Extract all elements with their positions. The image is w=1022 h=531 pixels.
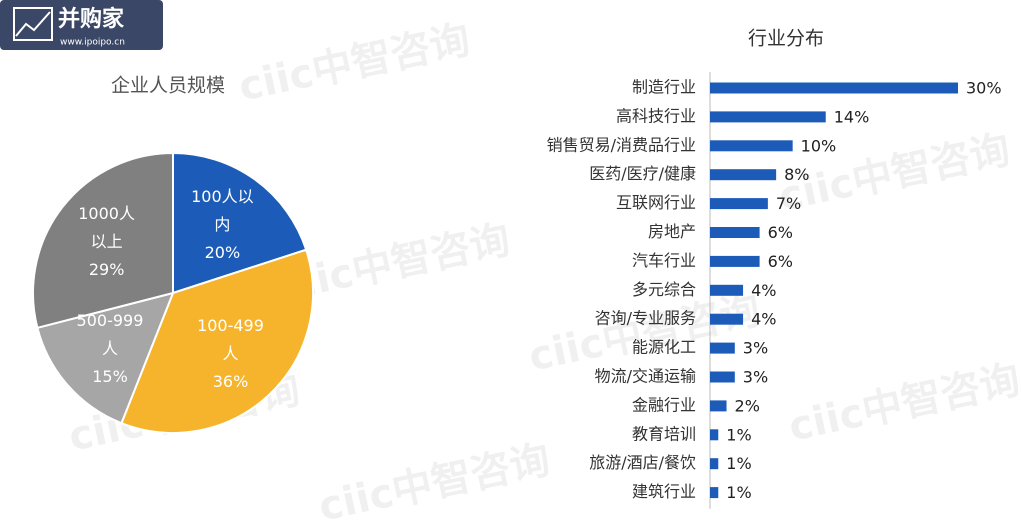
logo-url: www.ipoipo.cn xyxy=(60,38,125,48)
category-label: 咨询/专业服务 xyxy=(595,309,696,328)
bar xyxy=(710,400,727,412)
slice-value: 36% xyxy=(212,372,249,392)
bar xyxy=(710,313,744,325)
value-label: 30% xyxy=(966,79,1002,98)
slice-label: 100-499人 36% xyxy=(197,312,265,396)
value-label: 4% xyxy=(751,310,776,329)
bar xyxy=(710,198,768,210)
bar xyxy=(710,342,735,354)
value-label: 1% xyxy=(726,425,751,444)
value-label: 14% xyxy=(834,107,870,126)
logo-icon xyxy=(15,11,51,37)
value-label: 1% xyxy=(726,454,751,473)
bar xyxy=(710,487,719,499)
category-label: 建筑行业 xyxy=(632,482,696,501)
value-label: 2% xyxy=(735,396,760,415)
value-label: 10% xyxy=(801,136,837,155)
category-label: 能源化工 xyxy=(632,338,696,357)
category-label: 制造行业 xyxy=(632,78,696,97)
pie-slice xyxy=(32,151,174,330)
pie-slice xyxy=(172,151,308,295)
category-label: 汽车行业 xyxy=(632,251,696,270)
slice-label: 100人以内 20% xyxy=(188,183,256,267)
watermark: ciic中智咨询 xyxy=(315,437,554,531)
slice-value: 20% xyxy=(204,243,241,263)
bar xyxy=(710,255,760,267)
bar-title: 行业分布 xyxy=(748,28,824,50)
category-label: 教育培训 xyxy=(632,424,696,443)
value-label: 4% xyxy=(751,281,776,300)
slice-category: 100人以内 xyxy=(191,187,254,235)
slice-category: 1000人以上 xyxy=(78,203,135,251)
bar xyxy=(710,140,793,152)
category-label: 金融行业 xyxy=(632,395,696,414)
value-label: 7% xyxy=(776,194,801,213)
slice-value: 29% xyxy=(88,259,125,279)
logo-bg xyxy=(0,0,163,50)
bar xyxy=(710,169,777,181)
value-label: 1% xyxy=(726,483,751,502)
bar xyxy=(710,284,744,296)
category-label: 多元综合 xyxy=(632,280,696,299)
value-label: 3% xyxy=(743,368,768,387)
slice-label: 1000人以上 29% xyxy=(73,200,141,284)
logo-name: 并购家 xyxy=(58,6,125,32)
slice-category: 500-999人 xyxy=(76,310,144,358)
logo-icon xyxy=(13,7,53,41)
value-label: 8% xyxy=(784,165,809,184)
pie-slice xyxy=(36,291,175,425)
watermark: ciic中智咨询 xyxy=(785,357,1022,451)
bar xyxy=(710,371,735,383)
category-label: 物流/交通运输 xyxy=(595,367,696,386)
category-label: 旅游/酒店/餐饮 xyxy=(589,453,696,472)
value-label: 6% xyxy=(768,252,793,271)
category-label: 互联网行业 xyxy=(616,193,696,212)
watermark: ciic中智咨询 xyxy=(235,17,474,111)
pie-title: 企业人员规模 xyxy=(111,75,225,97)
category-label: 房地产 xyxy=(648,222,696,241)
pie-slice xyxy=(120,248,314,434)
bar xyxy=(710,111,826,123)
category-label: 医药/医疗/健康 xyxy=(589,164,696,183)
category-label: 高科技行业 xyxy=(616,106,696,125)
bar xyxy=(710,429,719,441)
logo: 并购家 www.ipoipo.cn xyxy=(0,0,163,50)
value-label: 6% xyxy=(768,223,793,242)
slice-value: 15% xyxy=(92,366,128,386)
bar xyxy=(710,82,958,94)
value-label: 3% xyxy=(743,339,768,358)
category-label: 销售贸易/消费品行业 xyxy=(547,135,696,154)
slice-label: 500-999人 15% xyxy=(76,307,144,391)
bar xyxy=(710,227,760,238)
slice-category: 100-499人 xyxy=(197,316,264,364)
bar xyxy=(710,458,719,470)
